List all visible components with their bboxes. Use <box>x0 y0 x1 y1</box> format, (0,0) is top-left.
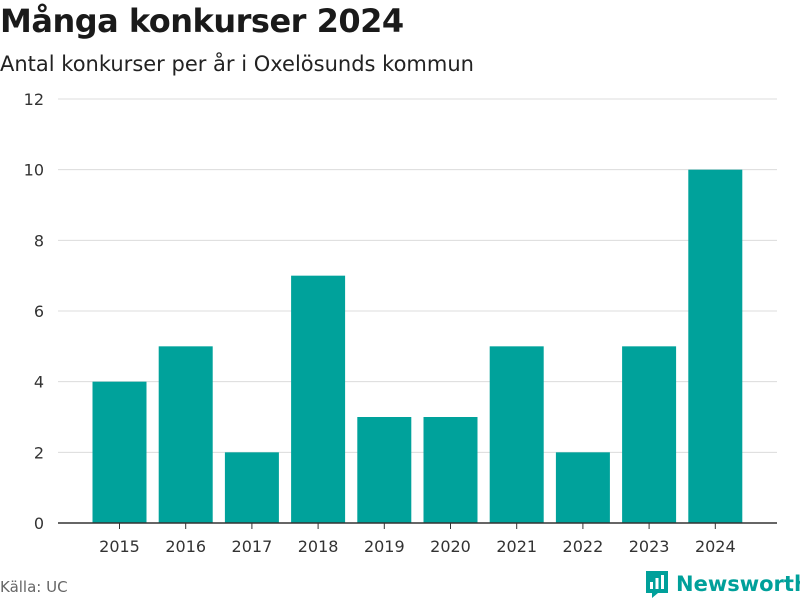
y-tick-label: 0 <box>34 514 44 533</box>
y-tick-label: 8 <box>34 231 44 250</box>
y-axis-ticks: 0 2 4 6 8 10 12 <box>24 90 44 533</box>
y-tick-label: 4 <box>34 373 44 392</box>
bar-2020 <box>423 417 478 523</box>
x-tick-label: 2015 <box>99 537 140 556</box>
brand-logo[interactable]: Newsworthy <box>644 568 800 600</box>
y-tick-label: 10 <box>24 161 44 180</box>
bar-2022 <box>555 452 610 523</box>
chart-title: Många konkurser 2024 <box>0 2 404 40</box>
y-tick-label: 2 <box>34 443 44 462</box>
chart-subtitle: Antal konkurser per år i Oxelösunds komm… <box>0 52 474 76</box>
bar-2019 <box>357 417 412 523</box>
source-note: Källa: UC <box>0 578 68 596</box>
y-tick-label: 6 <box>34 302 44 321</box>
bar-2021 <box>489 346 544 523</box>
x-tick-label: 2020 <box>430 537 471 556</box>
x-tick-label: 2016 <box>165 537 206 556</box>
y-tick-label: 12 <box>24 90 44 109</box>
x-tick-label: 2023 <box>629 537 670 556</box>
x-tick-label: 2018 <box>298 537 339 556</box>
bar-2024 <box>688 169 743 523</box>
brand-name: Newsworthy <box>676 572 800 596</box>
x-tick-label: 2017 <box>232 537 273 556</box>
bar-2018 <box>291 275 346 523</box>
x-tick-label: 2022 <box>563 537 604 556</box>
bar-2016 <box>158 346 213 523</box>
x-tick-label: 2021 <box>496 537 537 556</box>
newsworthy-icon <box>646 571 668 598</box>
bar-2023 <box>622 346 677 523</box>
x-axis-ticks: 2015 2016 2017 2018 2019 2020 2021 2022 2023 2024 <box>99 523 736 556</box>
bar-2015 <box>92 381 147 523</box>
x-tick-label: 2019 <box>364 537 405 556</box>
x-tick-label: 2024 <box>695 537 736 556</box>
bar-2017 <box>224 452 279 523</box>
bars <box>92 169 743 523</box>
